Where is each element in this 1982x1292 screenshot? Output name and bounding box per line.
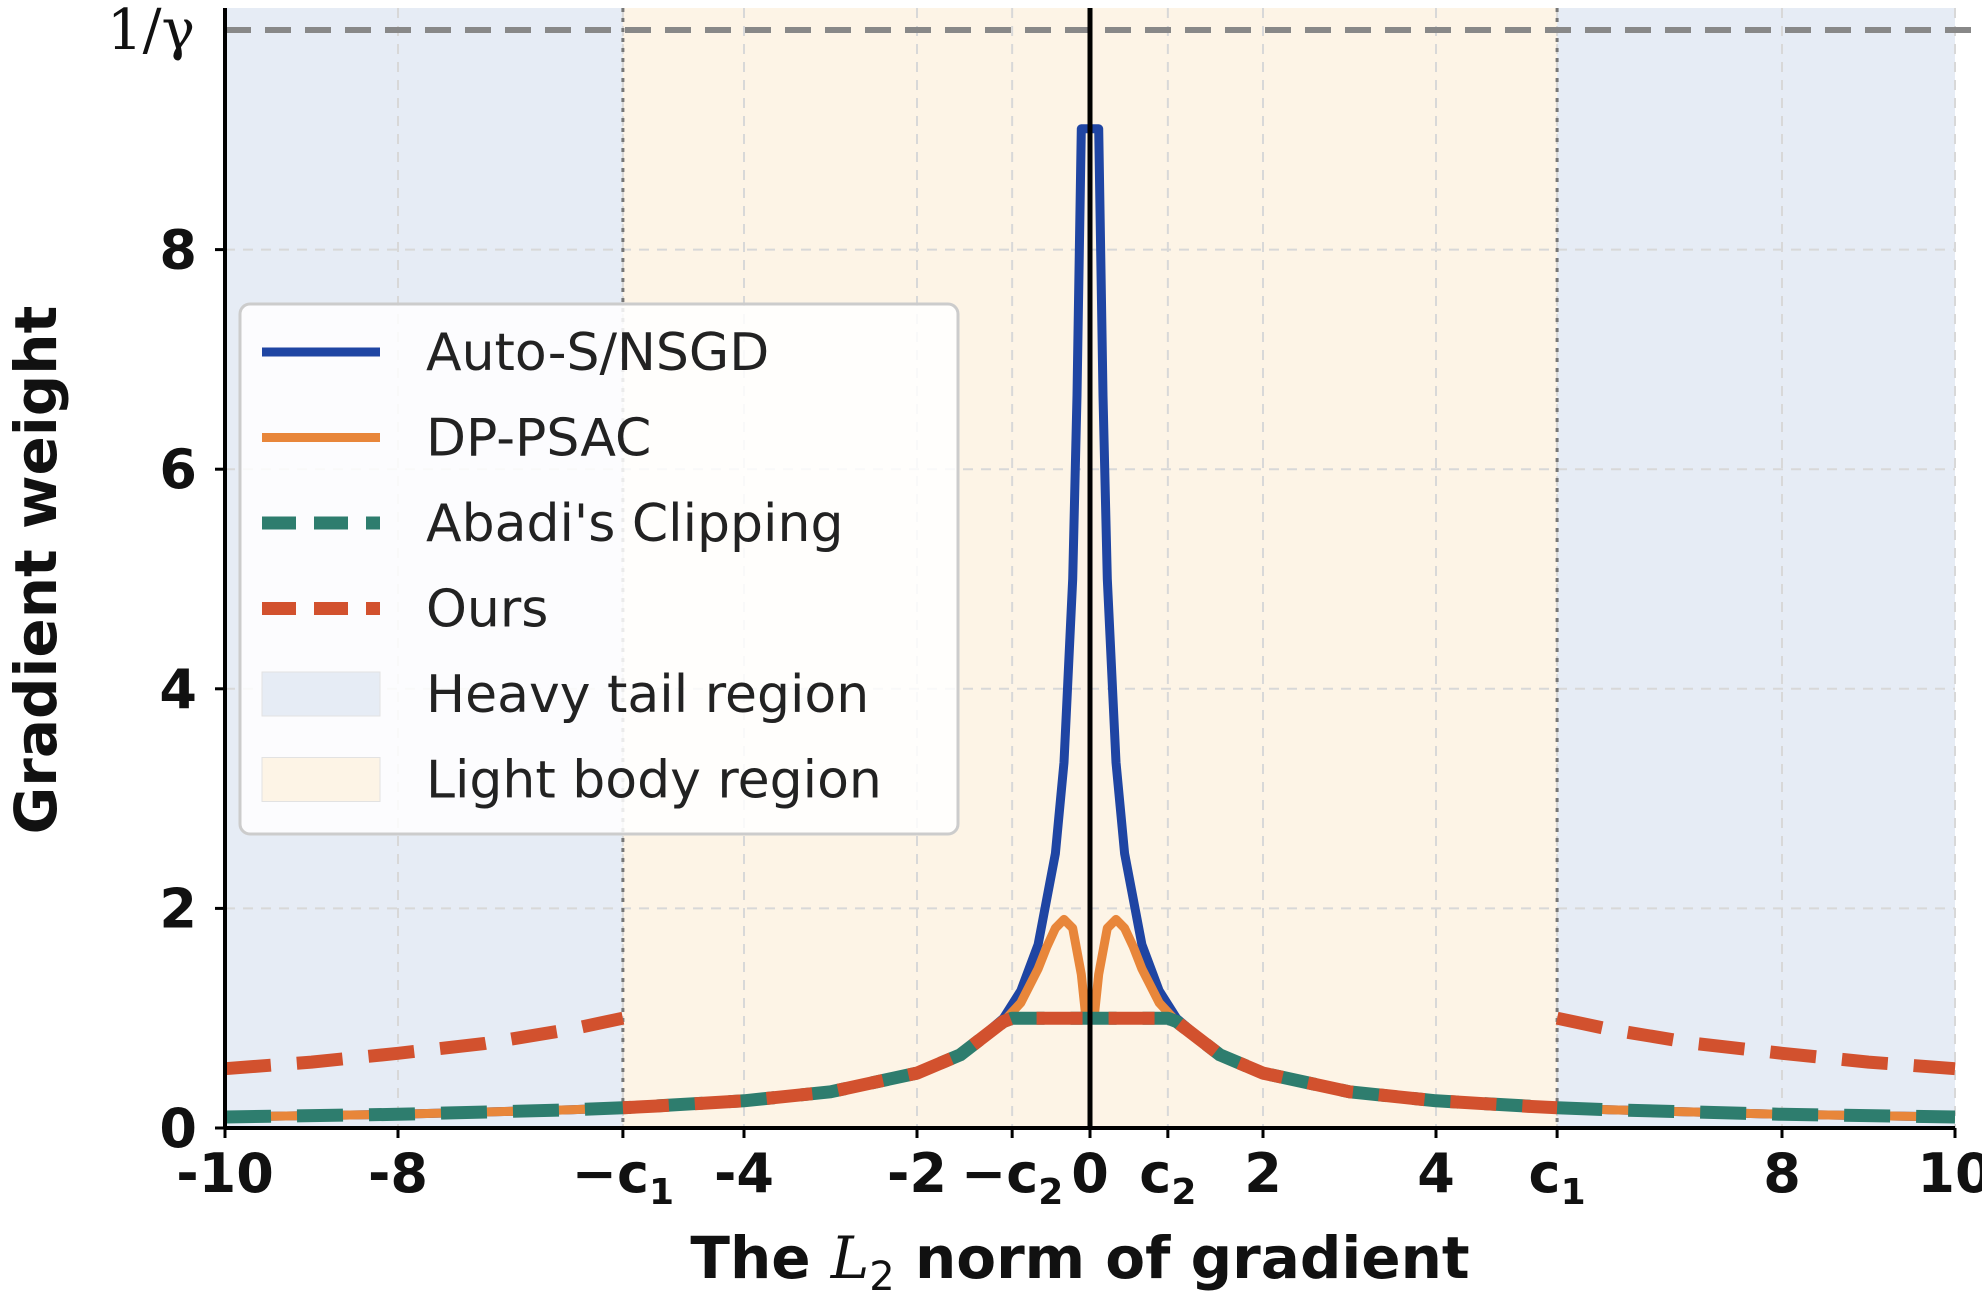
x-tick-label: c1 — [1529, 1142, 1586, 1213]
region-heavy-tail-region — [1557, 8, 1955, 1128]
x-tick-label: −c2 — [961, 1142, 1063, 1213]
series-ours — [1555, 1011, 1956, 1076]
x-tick-label: -10 — [176, 1142, 274, 1205]
legend-label: Abadi's Clipping — [426, 494, 843, 554]
y-tick-label: 0 — [159, 1097, 197, 1160]
legend-label: Heavy tail region — [426, 665, 869, 725]
legend-label: Auto-S/NSGD — [426, 323, 769, 383]
x-tick-label: c2 — [1139, 1142, 1196, 1213]
x-tick-label: 0 — [1071, 1142, 1109, 1205]
y-axis-label: Gradient weight — [2, 306, 70, 835]
x-axis-label: The L2 norm of gradient — [690, 1224, 1469, 1292]
y-tick-label: 2 — [159, 877, 197, 940]
legend-box — [238, 302, 960, 836]
legend-swatch — [261, 671, 381, 717]
x-tick-label: 8 — [1763, 1142, 1801, 1205]
series-ours — [224, 1011, 625, 1076]
x-tick-label: −c1 — [572, 1142, 674, 1213]
series-ours — [622, 1011, 1558, 1115]
x-tick-label: 10 — [1917, 1142, 1982, 1205]
legend-label: Light body region — [426, 751, 882, 811]
x-tick-label: 2 — [1244, 1142, 1282, 1205]
legend-swatch — [261, 757, 381, 802]
y-tick-labels: 0 2 4 6 8 — [159, 219, 225, 1160]
x-tick-label: -8 — [368, 1142, 428, 1205]
y-tick-label: 8 — [159, 219, 197, 282]
reference-line: 1/γ — [107, 0, 1975, 63]
y-tick-label: 6 — [159, 438, 197, 501]
y-tick-label: 4 — [159, 658, 197, 721]
legend-label: DP-PSAC — [426, 409, 651, 469]
x-tick-label: -4 — [714, 1142, 774, 1205]
legend-label: Ours — [426, 580, 548, 640]
one-over-gamma-label: 1/γ — [107, 0, 195, 63]
legend: Auto-S/NSGD DP-PSAC Abadi's Clipping Ours He… — [238, 302, 960, 836]
x-tick-label: -2 — [887, 1142, 947, 1205]
x-tick-label: 4 — [1417, 1142, 1455, 1205]
x-tick-labels: -10 -8 −c1 -4 -2 −c2 0 c2 2 4 c1 8 10 — [176, 1128, 1982, 1213]
